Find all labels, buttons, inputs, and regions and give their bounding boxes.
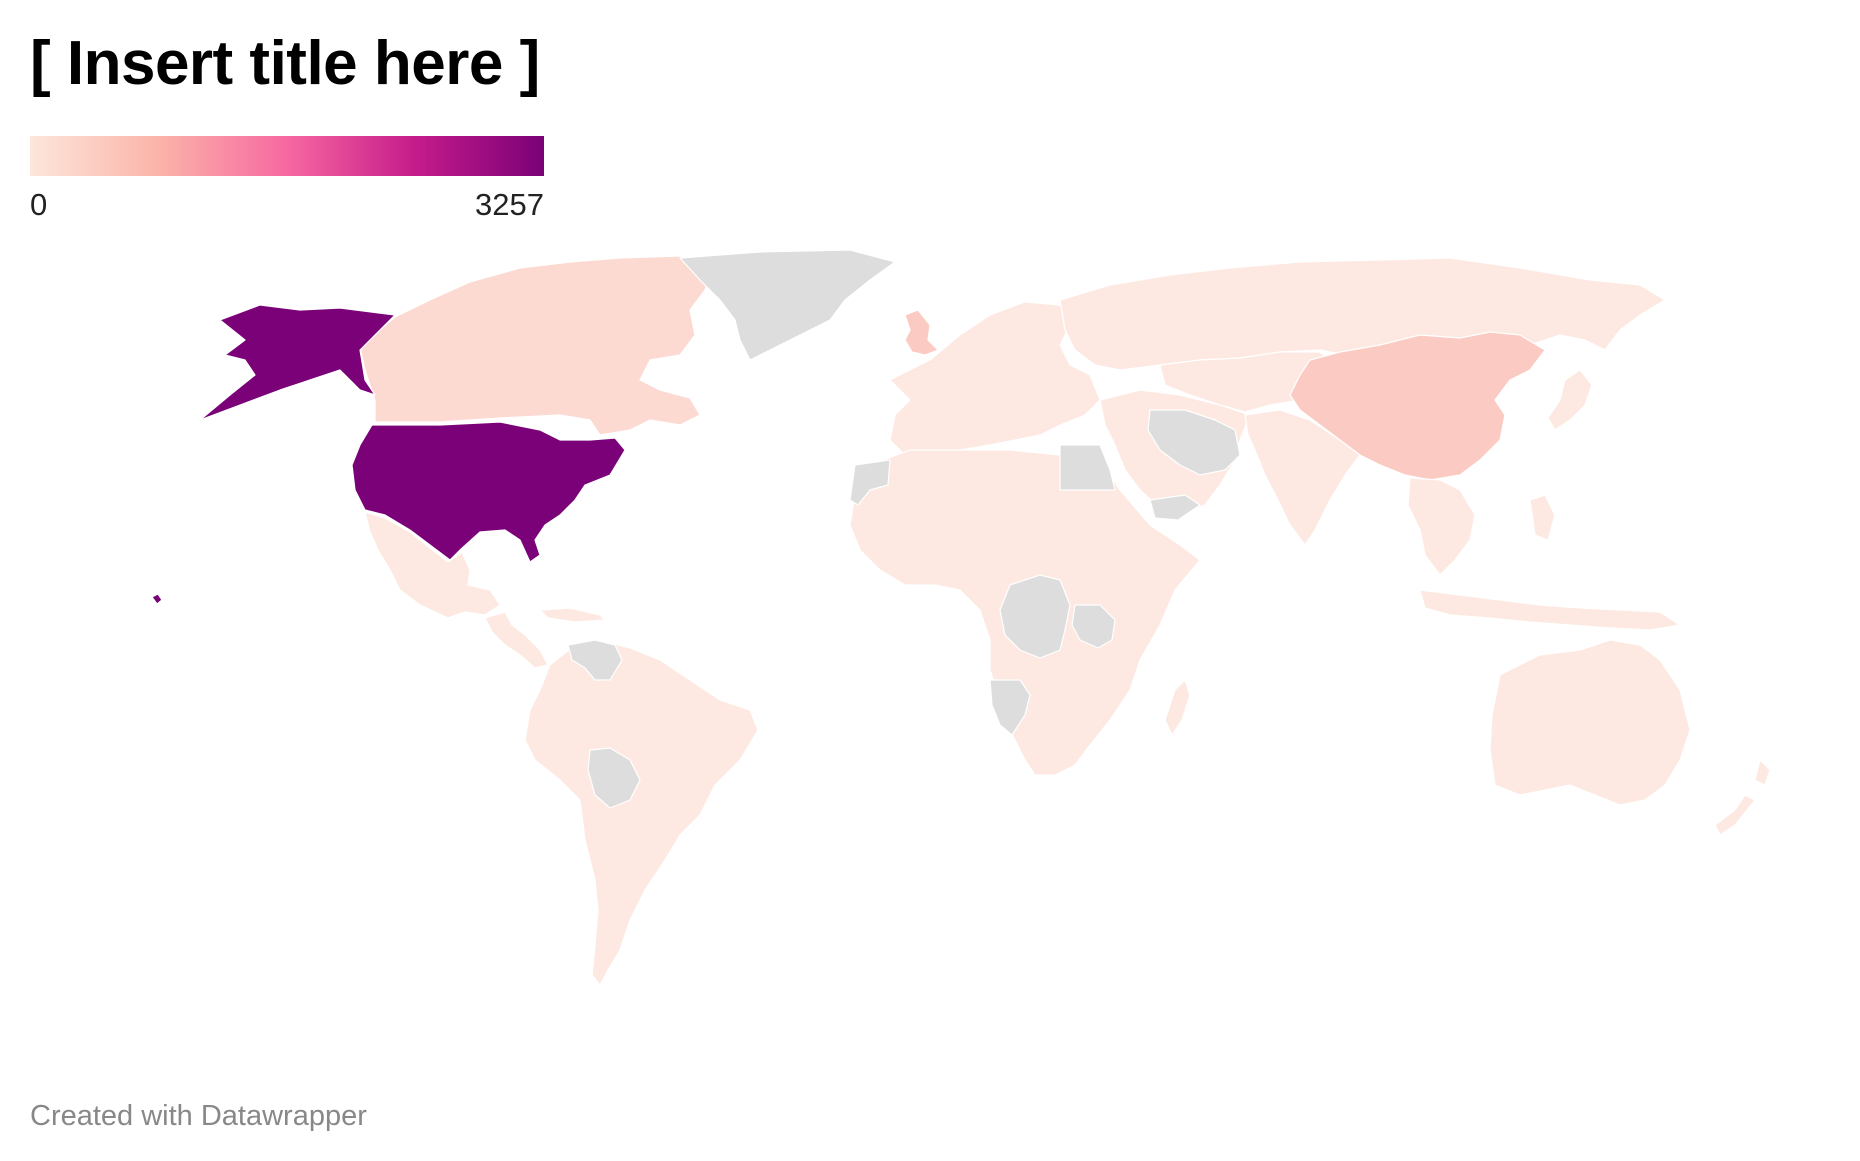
legend-min-label: 0	[30, 187, 48, 222]
region-japan[interactable]	[1547, 369, 1593, 431]
region-namibia[interactable]	[989, 679, 1031, 736]
region-usa[interactable]	[351, 421, 626, 563]
region-hawaii[interactable]	[151, 593, 163, 605]
region-australia[interactable]	[1489, 639, 1691, 806]
region-new-zealand[interactable]	[1714, 759, 1771, 836]
region-iran[interactable]	[1147, 409, 1241, 476]
region-egypt[interactable]	[1059, 444, 1116, 491]
region-central-america[interactable]	[484, 607, 606, 669]
region-indonesia[interactable]	[1419, 589, 1681, 631]
region-greenland[interactable]	[679, 249, 896, 361]
region-bolivia[interactable]	[587, 747, 641, 809]
region-venezuela[interactable]	[567, 639, 623, 681]
region-yemen[interactable]	[1149, 494, 1201, 521]
region-southeast-asia[interactable]	[1407, 477, 1556, 576]
region-china[interactable]	[1289, 331, 1546, 481]
color-legend: 0 3257	[30, 136, 544, 222]
region-mexico[interactable]	[364, 511, 501, 619]
region-alaska[interactable]	[199, 304, 396, 421]
region-india[interactable]	[1244, 409, 1361, 546]
region-south-america[interactable]	[524, 639, 759, 986]
region-western-sahara[interactable]	[849, 459, 891, 506]
region-uk[interactable]	[904, 309, 939, 356]
footer-credit: Created with Datawrapper	[30, 1100, 367, 1132]
world-map	[151, 249, 1771, 986]
region-tanzania[interactable]	[1071, 604, 1116, 649]
legend-max-label: 3257	[475, 187, 544, 222]
region-dr-congo[interactable]	[999, 574, 1071, 659]
legend-gradient-bar	[30, 136, 544, 176]
region-europe[interactable]	[889, 301, 1101, 456]
region-madagascar[interactable]	[1164, 679, 1191, 736]
chart-title: [ Insert title here ]	[30, 29, 540, 98]
region-canada[interactable]	[359, 255, 711, 436]
